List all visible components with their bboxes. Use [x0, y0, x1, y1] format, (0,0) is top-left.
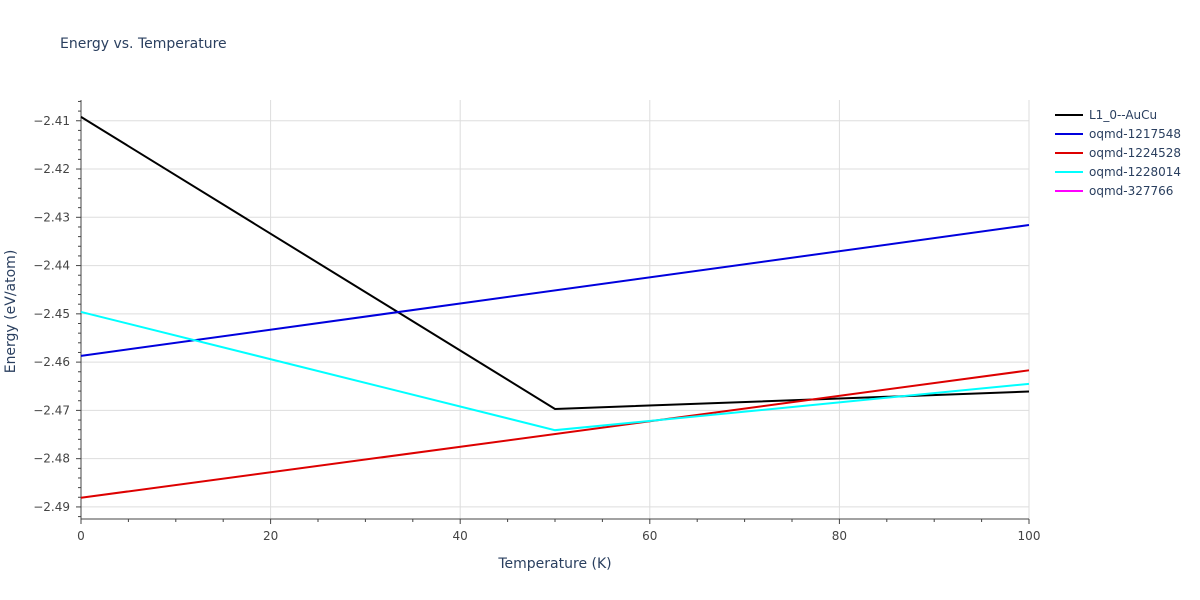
- chart-title: Energy vs. Temperature: [60, 36, 227, 52]
- legend-label: oqmd-1217548: [1089, 127, 1181, 141]
- y-tick-label: −2.42: [33, 162, 70, 176]
- y-tick-label: −2.46: [33, 355, 70, 369]
- series-line: [80, 369, 1030, 499]
- y-tick-label: −2.49: [33, 500, 70, 514]
- y-tick-label: −2.43: [33, 210, 70, 224]
- y-tick-label: −2.45: [33, 307, 70, 321]
- legend-label: oqmd-1224528: [1089, 146, 1181, 160]
- axes: 0 20 40 60 80 100 −2.41 −2.42 −2.43 −2.44 −2.45 −2.…: [33, 100, 1040, 543]
- x-tick-label: 80: [832, 529, 847, 543]
- legend-label: oqmd-327766: [1089, 184, 1173, 198]
- series-line: [80, 224, 1030, 357]
- y-tick-label: −2.44: [33, 259, 70, 273]
- x-tick-label: 0: [77, 529, 85, 543]
- legend: L1_0--AuCu oqmd-1217548 oqmd-1224528 oqmd-1…: [1055, 108, 1181, 198]
- y-tick-label: −2.41: [33, 114, 70, 128]
- x-axis-title: Temperature (K): [497, 556, 611, 572]
- x-tick-label: 60: [642, 529, 657, 543]
- series-lines: [80, 116, 1030, 499]
- y-tick-label: −2.47: [33, 403, 70, 417]
- y-tick-label: −2.48: [33, 452, 70, 466]
- grid: [80, 100, 1030, 519]
- x-tick-label: 40: [453, 529, 468, 543]
- y-axis-title: Energy (eV/atom): [3, 250, 19, 374]
- series-line: [80, 116, 1030, 410]
- x-tick-label: 20: [263, 529, 278, 543]
- series-line: [80, 310, 1030, 432]
- legend-label: L1_0--AuCu: [1089, 108, 1157, 122]
- legend-label: oqmd-1228014: [1089, 165, 1181, 179]
- x-tick-label: 100: [1018, 529, 1041, 543]
